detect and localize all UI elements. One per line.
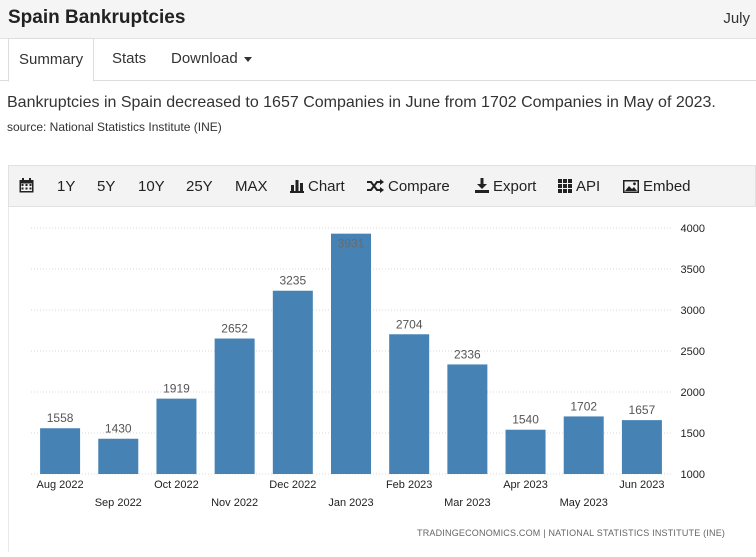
x-tick-label: Dec 2022	[269, 479, 316, 491]
data-label: 1558	[47, 411, 74, 425]
y-tick-label: 3500	[681, 264, 705, 276]
tab-stats[interactable]: Stats	[112, 38, 146, 80]
chart-button[interactable]: Chart	[290, 166, 345, 208]
bar	[40, 428, 81, 474]
api-button-label: API	[576, 178, 601, 195]
chart-button-label: Chart	[308, 178, 345, 195]
summary-text: Bankruptcies in Spain decreased to 1657 …	[7, 94, 716, 111]
x-tick-label: Feb 2023	[386, 479, 432, 491]
tab-bar: Summary Stats Download	[0, 38, 756, 82]
data-label: 1657	[629, 403, 656, 417]
data-label: 2336	[454, 347, 481, 361]
data-label: 1919	[163, 382, 190, 396]
range-5y-button[interactable]: 5Y	[97, 178, 116, 195]
x-tick-label: Jun 2023	[619, 479, 664, 491]
compare-button-label: Compare	[388, 178, 450, 195]
tab-download[interactable]: Download	[171, 38, 252, 80]
bar	[563, 416, 604, 474]
caret-down-icon	[243, 56, 252, 62]
chart-credit: TRADINGECONOMICS.COM | NATIONAL STATISTI…	[417, 528, 726, 538]
bar	[272, 290, 313, 474]
data-label: 1702	[570, 399, 597, 413]
bar	[214, 338, 255, 474]
data-label: 3235	[279, 274, 306, 288]
y-tick-label: 3000	[681, 305, 705, 317]
chart-area: 1000 1500 2000 2500 3000 3500 4000 1558 Aug 2022…	[8, 207, 756, 552]
range-max-button[interactable]: MAX	[235, 178, 268, 195]
x-tick-label: Nov 2022	[211, 497, 258, 509]
embed-button[interactable]: Embed	[623, 166, 691, 208]
embed-button-label: Embed	[643, 178, 691, 195]
header-date: July	[723, 10, 750, 27]
tab-stats-label: Stats	[112, 50, 147, 67]
x-tick-label: Aug 2022	[37, 479, 84, 491]
shuffle-icon	[367, 179, 384, 193]
image-icon	[623, 180, 639, 193]
y-tick-label: 2000	[681, 387, 705, 399]
data-label: 1540	[512, 413, 539, 427]
bar	[389, 334, 430, 474]
y-tick-label: 2500	[681, 346, 705, 358]
source-text: source: National Statistics Institute (I…	[7, 120, 222, 134]
range-1y-button[interactable]: 1Y	[57, 178, 76, 195]
export-button[interactable]: Export	[475, 166, 536, 208]
bar	[156, 398, 197, 474]
x-tick-label: Jan 2023	[328, 497, 373, 509]
x-tick-label: Sep 2022	[95, 497, 142, 509]
download-icon	[475, 178, 489, 193]
bar	[621, 420, 662, 474]
chart-toolbar: 1Y 5Y 10Y 25Y MAX Chart Compare Export A…	[8, 165, 756, 207]
grid-icon	[558, 179, 572, 193]
tab-download-label: Download	[171, 50, 238, 67]
bar	[505, 429, 546, 474]
x-tick-label: May 2023	[560, 497, 608, 509]
bar-chart-icon	[290, 180, 304, 193]
data-label: 2652	[221, 322, 248, 336]
bar-chart: 1000 1500 2000 2500 3000 3500 4000 1558 Aug 2022…	[31, 223, 705, 509]
export-button-label: Export	[493, 178, 537, 195]
x-tick-label: Mar 2023	[444, 497, 490, 509]
page-title: Spain Bankruptcies	[8, 7, 186, 28]
bar	[447, 364, 488, 474]
tab-summary[interactable]: Summary	[8, 38, 95, 82]
x-tick-label: Oct 2022	[154, 479, 199, 491]
compare-button[interactable]: Compare	[367, 166, 450, 208]
bar	[331, 233, 371, 474]
data-label: 3931	[338, 237, 365, 251]
bar	[98, 438, 139, 474]
range-10y-button[interactable]: 10Y	[138, 178, 165, 195]
data-label: 1430	[105, 422, 132, 436]
y-tick-label: 1500	[681, 428, 705, 440]
page-header: Spain Bankruptcies July	[0, 0, 756, 39]
tab-summary-label: Summary	[19, 51, 84, 68]
x-tick-label: Apr 2023	[503, 479, 548, 491]
range-25y-button[interactable]: 25Y	[186, 178, 213, 195]
y-tick-label: 1000	[681, 469, 705, 481]
data-label: 2704	[396, 317, 423, 331]
api-button[interactable]: API	[558, 166, 600, 208]
y-tick-label: 4000	[681, 223, 705, 235]
calendar-icon[interactable]	[19, 166, 38, 208]
